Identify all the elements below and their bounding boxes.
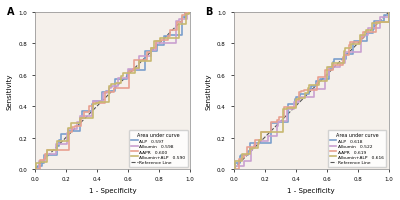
Text: A: A: [7, 7, 14, 17]
X-axis label: 1 - Specificity: 1 - Specificity: [89, 187, 136, 193]
Text: B: B: [206, 7, 213, 17]
Y-axis label: Sensitivity: Sensitivity: [206, 73, 212, 109]
X-axis label: 1 - Specificity: 1 - Specificity: [287, 187, 335, 193]
Legend: ALP   0.597, Albumin   0.598, AAPR   0.600, Albumin+ALP   0.590, Reference Line: ALP 0.597, Albumin 0.598, AAPR 0.600, Al…: [129, 130, 188, 167]
Y-axis label: Sensitivity: Sensitivity: [7, 73, 13, 109]
Legend: ALP   0.618, Albumin   0.522, AAPR   0.619, Albumin+ALP   0.616, Reference Line: ALP 0.618, Albumin 0.522, AAPR 0.619, Al…: [328, 130, 386, 167]
